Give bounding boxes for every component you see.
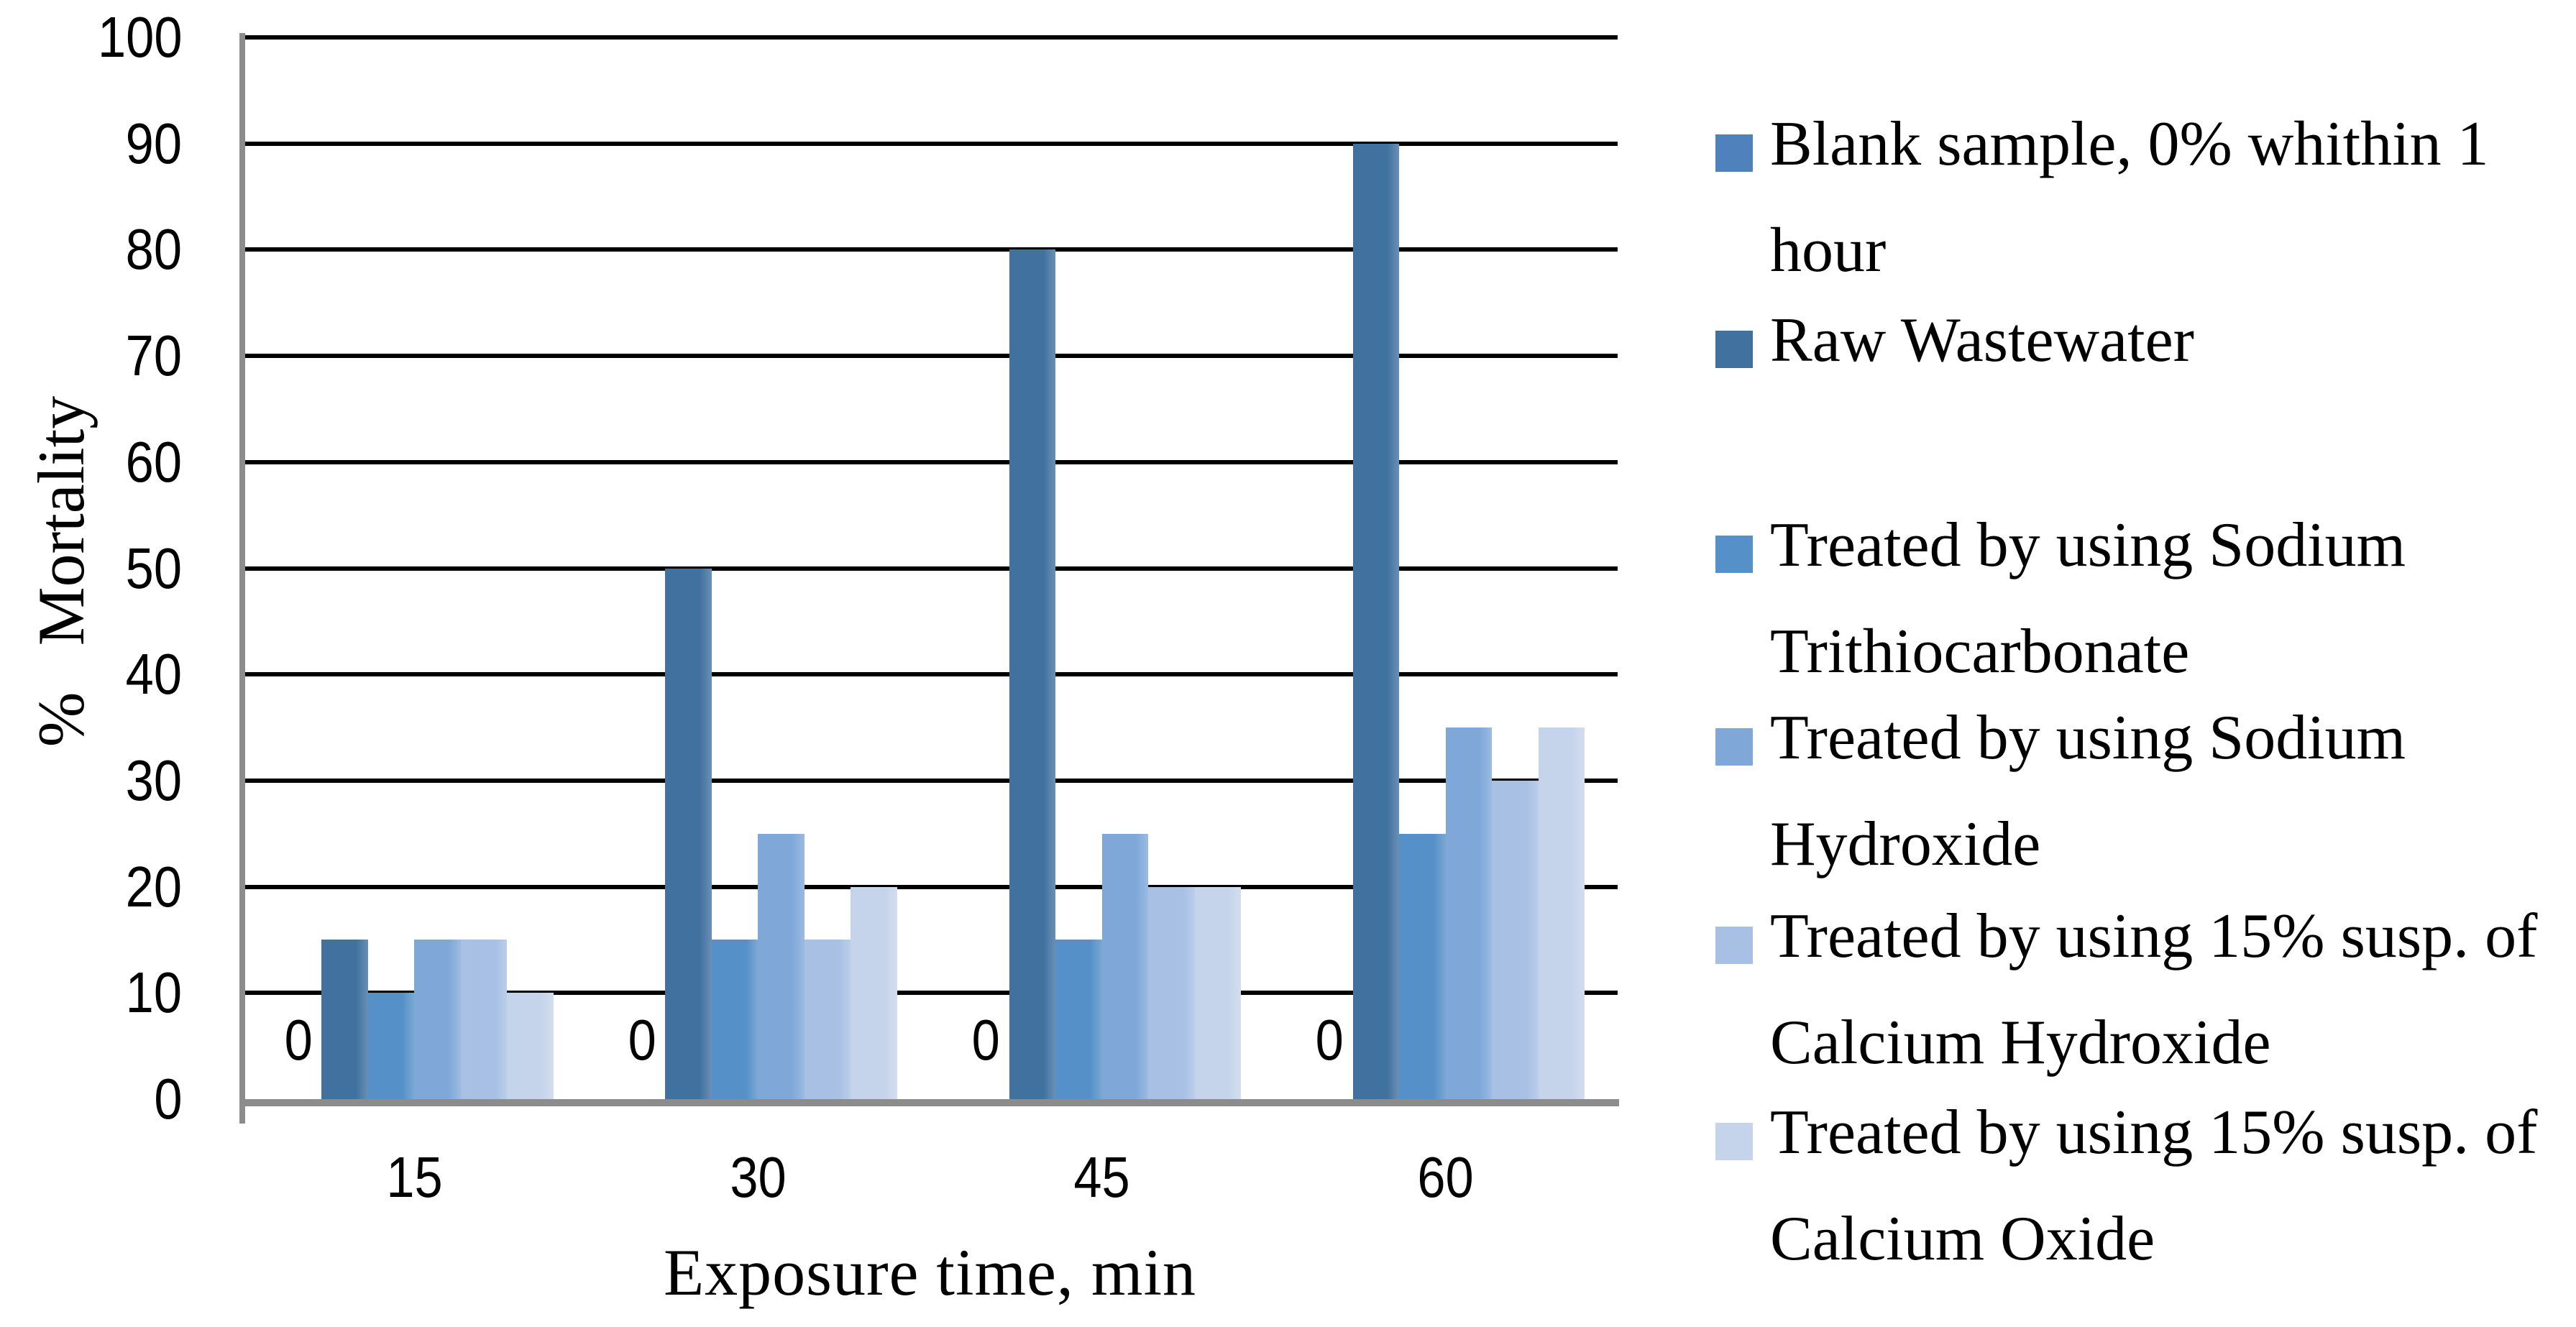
y-tick-text: 90 <box>125 111 182 175</box>
gridline-y80 <box>242 247 1618 252</box>
legend-swatch-icon <box>1715 927 1753 964</box>
y-tick-label: 40 <box>43 642 182 707</box>
bar-45min-s5 <box>1194 886 1242 1099</box>
legend-text-line: Hydroxide <box>1770 809 2041 879</box>
legend-text-line: Treated by using Sodium <box>1770 703 2406 773</box>
legend-swatch-icon <box>1715 1123 1753 1160</box>
x-tick-label-45: 45 <box>1016 1149 1188 1206</box>
legend-item-label: Treated by using 15% susp. of Calcium Hyd… <box>1770 883 2537 1096</box>
y-tick-label: 30 <box>43 748 182 812</box>
y-tick-label: 10 <box>43 960 182 1025</box>
y-tick-label: 0 <box>43 1067 182 1131</box>
y-tick-text: 20 <box>125 854 182 919</box>
gridline-y30 <box>242 778 1618 783</box>
x-tick-label-15: 15 <box>328 1149 500 1206</box>
legend-text-line: Raw Wastewater <box>1770 306 2194 375</box>
gridline-y90 <box>242 141 1618 146</box>
data-label-text: 0 <box>971 1008 1000 1072</box>
gridline-y20 <box>242 884 1618 889</box>
bar-45min-s3 <box>1101 833 1149 1099</box>
data-label-30min: 0 <box>599 1008 685 1072</box>
gridline-y50 <box>242 566 1618 571</box>
legend-swatch-icon <box>1715 134 1753 172</box>
x-tick-text: 45 <box>1073 1145 1130 1209</box>
y-tick-text: 60 <box>125 429 182 494</box>
gridline-y70 <box>242 354 1618 359</box>
y-tick-text: 30 <box>125 748 182 812</box>
y-tick-label: 90 <box>43 111 182 175</box>
y-tick-text: 10 <box>125 960 182 1025</box>
bar-15min-s3 <box>414 940 461 1099</box>
y-tick-text: 80 <box>125 217 182 282</box>
bar-30min-s1 <box>665 568 712 1099</box>
y-tick-label: 70 <box>43 323 182 388</box>
x-tick-label-30: 30 <box>671 1149 844 1206</box>
legend-item-label: Treated by using Sodium Hydroxide <box>1770 685 2406 898</box>
gridline-y40 <box>242 672 1618 677</box>
y-tick-label: 100 <box>43 5 182 69</box>
bar-45min-s4 <box>1148 886 1195 1099</box>
bar-60min-s4 <box>1492 780 1539 1099</box>
y-tick-text: 50 <box>125 536 182 600</box>
legend-item-label: Treated by using Sodium Trithiocarbonate <box>1770 492 2406 705</box>
data-label-text: 0 <box>1316 1008 1344 1072</box>
y-tick-text: 40 <box>125 642 182 707</box>
bar-45min-s2 <box>1055 940 1102 1099</box>
legend-text-line: hour <box>1770 216 1887 285</box>
bar-45min-s1 <box>1009 249 1056 1099</box>
y-tick-text: 0 <box>153 1067 182 1131</box>
bar-30min-s2 <box>711 940 758 1099</box>
data-label-15min: 0 <box>255 1008 342 1072</box>
legend-swatch-icon <box>1715 728 1753 766</box>
data-label-text: 0 <box>284 1008 313 1072</box>
bar-15min-s1 <box>321 940 368 1099</box>
bar-60min-s2 <box>1399 833 1446 1099</box>
bar-60min-s3 <box>1445 727 1493 1099</box>
gridline-y100 <box>242 35 1618 40</box>
x-axis-line <box>239 1099 1619 1106</box>
data-label-text: 0 <box>628 1008 656 1072</box>
legend-text-line: Treated by using Sodium <box>1770 510 2406 580</box>
legend-text-line: Trithiocarbonate <box>1770 617 2190 687</box>
y-tick-text: 100 <box>97 5 182 69</box>
bar-30min-s5 <box>851 886 897 1099</box>
legend-swatch-icon <box>1715 536 1753 573</box>
y-tick-label: 20 <box>43 854 182 919</box>
legend-item-label: Raw Wastewater <box>1770 288 2194 394</box>
y-axis-line <box>239 33 245 1124</box>
bar-30min-s3 <box>758 833 805 1099</box>
x-axis-title: Exposure time, min <box>663 1236 1197 1309</box>
bar-15min-s2 <box>367 993 415 1099</box>
legend-item-label: Blank sample, 0% whithin 1 hour <box>1770 91 2489 304</box>
bar-15min-s5 <box>507 993 554 1099</box>
gridline-y60 <box>242 459 1618 464</box>
data-label-45min: 0 <box>943 1008 1029 1072</box>
y-tick-text: 70 <box>125 323 182 388</box>
y-tick-label: 60 <box>43 429 182 494</box>
bar-60min-s1 <box>1352 143 1400 1099</box>
x-tick-text: 60 <box>1417 1145 1475 1209</box>
bar-15min-s4 <box>460 940 508 1099</box>
bar-60min-s5 <box>1538 727 1585 1099</box>
legend: Blank sample, 0% whithin 1 hour Raw Wastew… <box>1715 0 2576 1327</box>
legend-text-line: Treated by using 15% susp. of <box>1770 901 2538 971</box>
legend-item-label: Treated by using 15% susp. of Calcium Oxi… <box>1770 1080 2537 1292</box>
gridline-y10 <box>242 991 1618 996</box>
legend-swatch-icon <box>1715 331 1753 368</box>
bar-30min-s4 <box>804 940 851 1099</box>
y-tick-label: 80 <box>43 217 182 282</box>
legend-text-line: Calcium Oxide <box>1770 1204 2155 1274</box>
x-tick-text: 15 <box>385 1145 443 1209</box>
legend-text-line: Treated by using 15% susp. of <box>1770 1098 2538 1167</box>
legend-text-line: Blank sample, 0% whithin 1 <box>1770 109 2489 179</box>
y-tick-label: 50 <box>43 536 182 600</box>
x-tick-text: 30 <box>730 1145 787 1209</box>
data-label-60min: 0 <box>1287 1008 1373 1072</box>
x-tick-label-60: 60 <box>1360 1149 1532 1206</box>
legend-text-line: Calcium Hydroxide <box>1770 1008 2271 1078</box>
